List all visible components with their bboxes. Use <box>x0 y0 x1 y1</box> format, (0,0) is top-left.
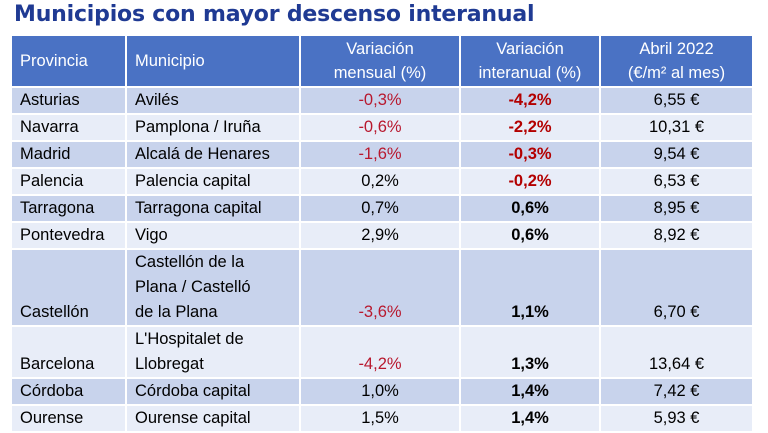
cell-precio: 8,95 € <box>599 194 754 223</box>
table-row: Tarragona Tarragona capital 0,7% 0,6% 8,95 € <box>10 194 754 223</box>
table-row: Navarra Pamplona / Iruña -0,6% -2,2% 10,31 € <box>10 113 754 142</box>
cell-variacion-interanual: -0,3% <box>459 140 601 169</box>
header-precio: Abril 2022 (€/m² al mes) <box>599 34 754 88</box>
cell-municipio: Pamplona / Iruña <box>125 113 301 142</box>
cell-precio: 7,42 € <box>599 377 754 406</box>
cell-variacion-mensual: 1,0% <box>299 377 461 406</box>
table-row: Barcelona L'Hospitalet de Llobregat -4,2% 1,… <box>10 325 754 379</box>
cell-variacion-interanual: 1,4% <box>459 377 601 406</box>
table-row: Palencia Palencia capital 0,2% -0,2% 6,53 € <box>10 167 754 196</box>
cell-municipio: Palencia capital <box>125 167 301 196</box>
cell-precio: 13,64 € <box>599 325 754 379</box>
header-variacion-mensual-line2: mensual (%) <box>333 64 427 82</box>
data-table: Provincia Municipio Variación mensual (%… <box>10 34 754 433</box>
header-municipio: Municipio <box>125 34 301 88</box>
header-variacion-interanual-line2: interanual (%) <box>478 64 582 82</box>
header-variacion-mensual: Variación mensual (%) <box>299 34 461 88</box>
cell-municipio-line: Tarragona capital <box>135 199 262 217</box>
table-row: Madrid Alcalá de Henares -1,6% -0,3% 9,54 € <box>10 140 754 169</box>
cell-municipio: Córdoba capital <box>125 377 301 406</box>
cell-variacion-mensual: -1,6% <box>299 140 461 169</box>
table-row: Asturias Avilés -0,3% -4,2% 6,55 € <box>10 86 754 115</box>
cell-provincia: Barcelona <box>10 325 127 379</box>
cell-precio: 10,31 € <box>599 113 754 142</box>
cell-precio: 6,53 € <box>599 167 754 196</box>
cell-variacion-interanual: -2,2% <box>459 113 601 142</box>
cell-provincia: Castellón <box>10 248 127 327</box>
cell-precio: 8,92 € <box>599 221 754 250</box>
cell-provincia: Madrid <box>10 140 127 169</box>
cell-variacion-interanual: 1,1% <box>459 248 601 327</box>
page-title: Municipios con mayor descenso interanual <box>14 2 535 27</box>
cell-variacion-mensual: -4,2% <box>299 325 461 379</box>
cell-precio: 6,70 € <box>599 248 754 327</box>
cell-variacion-mensual: 0,7% <box>299 194 461 223</box>
cell-provincia: Palencia <box>10 167 127 196</box>
cell-provincia: Córdoba <box>10 377 127 406</box>
cell-provincia: Tarragona <box>10 194 127 223</box>
table-row: Castellón Castellón de la Plana / Castelló… <box>10 248 754 327</box>
cell-municipio: Ourense capital <box>125 404 301 433</box>
cell-provincia: Pontevedra <box>10 221 127 250</box>
cell-variacion-interanual: 1,3% <box>459 325 601 379</box>
cell-variacion-interanual: -0,2% <box>459 167 601 196</box>
cell-variacion-mensual: -0,6% <box>299 113 461 142</box>
header-variacion-interanual: Variación interanual (%) <box>459 34 601 88</box>
cell-municipio: Vigo <box>125 221 301 250</box>
cell-variacion-interanual: -4,2% <box>459 86 601 115</box>
cell-provincia: Navarra <box>10 113 127 142</box>
cell-precio: 9,54 € <box>599 140 754 169</box>
cell-provincia: Asturias <box>10 86 127 115</box>
table-row: Pontevedra Vigo 2,9% 0,6% 8,92 € <box>10 221 754 250</box>
header-precio-line2: (€/m² al mes) <box>627 64 726 82</box>
cell-variacion-interanual: 1,4% <box>459 404 601 433</box>
cell-municipio: Tarragona capital <box>125 194 301 223</box>
cell-precio: 6,55 € <box>599 86 754 115</box>
header-provincia: Provincia <box>10 34 127 88</box>
cell-provincia: Ourense <box>10 404 127 433</box>
cell-municipio: L'Hospitalet de Llobregat <box>125 325 301 379</box>
cell-municipio: Castellón de la Plana / Castelló de la Pla… <box>125 248 301 327</box>
cell-variacion-mensual: 2,9% <box>299 221 461 250</box>
cell-municipio-line: L'Hospitalet de <box>135 330 244 348</box>
cell-variacion-interanual: 0,6% <box>459 221 601 250</box>
cell-municipio: Avilés <box>125 86 301 115</box>
header-variacion-interanual-line1: Variación <box>496 40 564 58</box>
cell-municipio-line: Plana / Castelló <box>135 278 251 296</box>
cell-municipio-line: Vigo <box>135 226 168 244</box>
cell-precio: 5,93 € <box>599 404 754 433</box>
cell-municipio-line: Castellón de la <box>135 253 245 271</box>
cell-municipio-line: Llobregat <box>135 355 204 373</box>
header-variacion-mensual-line1: Variación <box>346 40 414 58</box>
table-row: Córdoba Córdoba capital 1,0% 1,4% 7,42 € <box>10 377 754 406</box>
cell-variacion-interanual: 0,6% <box>459 194 601 223</box>
cell-municipio-line: Córdoba capital <box>135 382 251 400</box>
cell-municipio-line: Alcalá de Henares <box>135 145 270 163</box>
cell-municipio-line: Avilés <box>135 91 179 109</box>
cell-variacion-mensual: -3,6% <box>299 248 461 327</box>
cell-municipio-line: Pamplona / Iruña <box>135 118 261 136</box>
cell-municipio-line: Ourense capital <box>135 409 251 427</box>
cell-municipio-line: de la Plana <box>135 303 218 321</box>
cell-variacion-mensual: 1,5% <box>299 404 461 433</box>
header-row: Provincia Municipio Variación mensual (%… <box>10 34 754 88</box>
cell-variacion-mensual: 0,2% <box>299 167 461 196</box>
header-precio-line1: Abril 2022 <box>639 40 714 58</box>
table-row: Ourense Ourense capital 1,5% 1,4% 5,93 € <box>10 404 754 433</box>
cell-variacion-mensual: -0,3% <box>299 86 461 115</box>
cell-municipio: Alcalá de Henares <box>125 140 301 169</box>
cell-municipio-line: Palencia capital <box>135 172 251 190</box>
